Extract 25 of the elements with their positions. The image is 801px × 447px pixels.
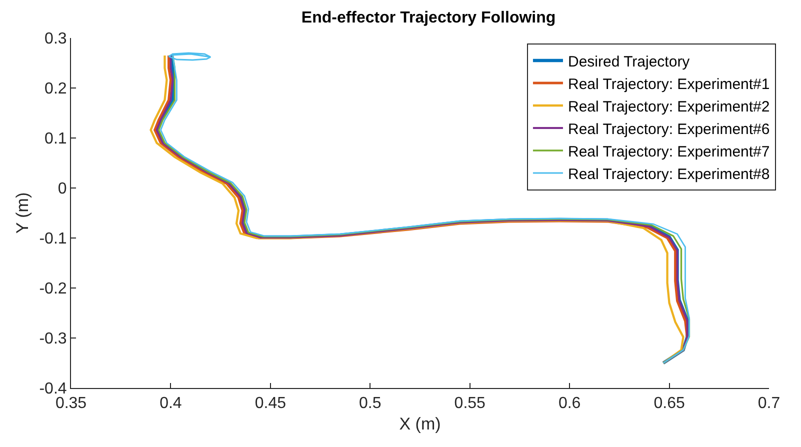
legend-label: Real Trajectory: Experiment#6 [568, 120, 770, 138]
y-tick-label: -0.2 [39, 280, 67, 298]
y-tick-label: 0 [58, 180, 67, 198]
y-axis-title: Y (m) [12, 192, 32, 234]
legend-label: Real Trajectory: Experiment#7 [568, 143, 770, 160]
legend-label: Real Trajectory: Experiment#2 [568, 98, 770, 116]
y-tick-label: 0.3 [44, 30, 67, 48]
x-tick-label: 0.5 [359, 395, 382, 412]
x-tick-label: 0.4 [160, 395, 182, 412]
y-tick-label: -0.1 [39, 230, 67, 248]
y-tick-label: -0.3 [39, 330, 67, 348]
legend-label: Real Trajectory: Experiment#1 [568, 76, 770, 93]
x-tick-label: 0.65 [654, 395, 685, 412]
x-tick-label: 0.7 [758, 395, 780, 412]
x-axis-title: X (m) [399, 414, 441, 434]
y-tick-label: 0.2 [44, 80, 67, 98]
x-tick-label: 0.45 [254, 395, 286, 412]
legend-label: Real Trajectory: Experiment#8 [568, 166, 770, 183]
legend-label: Desired Trajectory [568, 53, 690, 70]
x-tick-label: 0.55 [454, 395, 486, 412]
x-tick-label: 0.35 [55, 395, 87, 412]
y-tick-label: -0.4 [39, 380, 67, 398]
chart-title: End-effector Trajectory Following [301, 9, 556, 26]
x-tick-label: 0.6 [558, 395, 581, 412]
y-tick-label: 0.1 [44, 130, 67, 148]
